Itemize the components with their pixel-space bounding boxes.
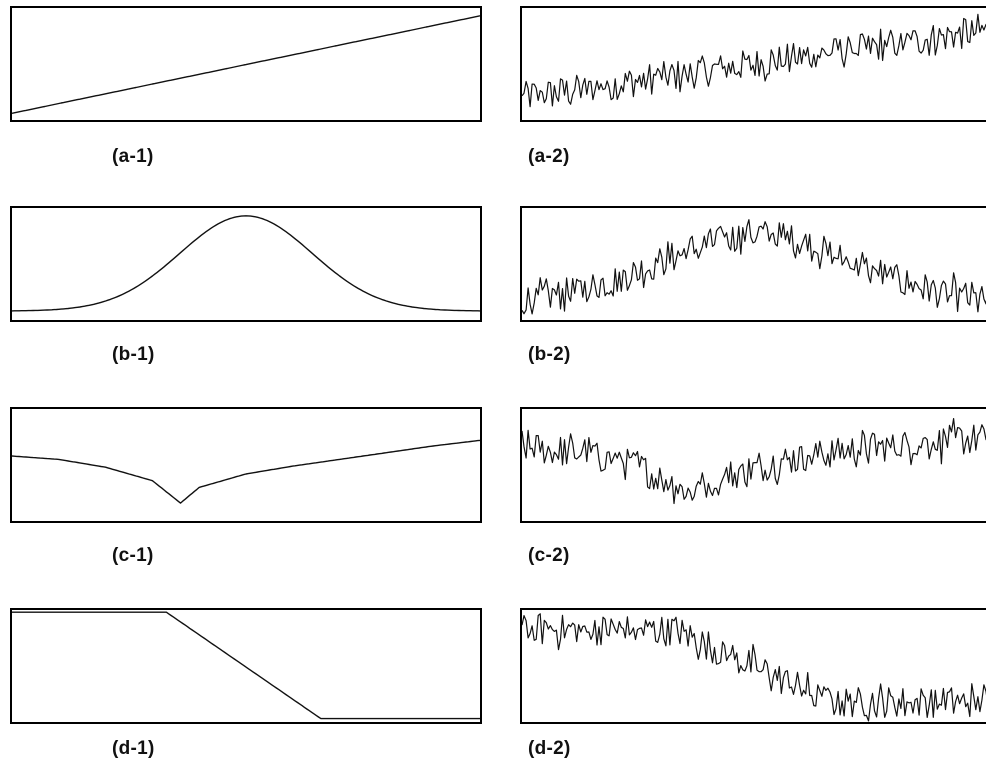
series-line-a-2 [522,13,986,108]
plot-svg-b-1 [12,215,480,312]
plot-panel-d-1 [10,608,482,724]
series-line-a-1 [12,15,480,114]
plot-panel-a-2 [520,6,986,122]
series-line-c-2 [522,418,986,505]
panel-caption-a-1: (a-1) [112,146,154,167]
plot-panel-c-1 [10,407,482,523]
panel-caption-c-2: (c-2) [528,545,570,566]
series-line-c-1 [12,439,480,504]
plot-panel-a-1 [10,6,482,122]
panel-caption-d-1: (d-1) [112,738,155,759]
series-line-b-2 [522,219,986,315]
panel-caption-b-1: (b-1) [112,344,155,365]
plot-svg-c-1 [12,439,480,504]
plot-svg-c-2 [522,418,986,505]
panel-caption-b-2: (b-2) [528,344,571,365]
plot-panel-d-2 [520,608,986,724]
plot-svg-d-1 [12,611,480,720]
plot-panel-b-1 [10,206,482,322]
plot-svg-b-2 [522,219,986,315]
plot-svg-a-2 [522,13,986,108]
plot-svg-a-1 [12,15,480,114]
panel-caption-c-1: (c-1) [112,545,154,566]
plot-svg-d-2 [522,613,986,722]
panel-caption-d-2: (d-2) [528,738,571,759]
panel-caption-a-2: (a-2) [528,146,570,167]
series-line-d-1 [12,611,480,720]
series-line-d-2 [522,613,986,722]
plot-panel-c-2 [520,407,986,523]
plot-panel-b-2 [520,206,986,322]
series-line-b-1 [12,215,480,312]
